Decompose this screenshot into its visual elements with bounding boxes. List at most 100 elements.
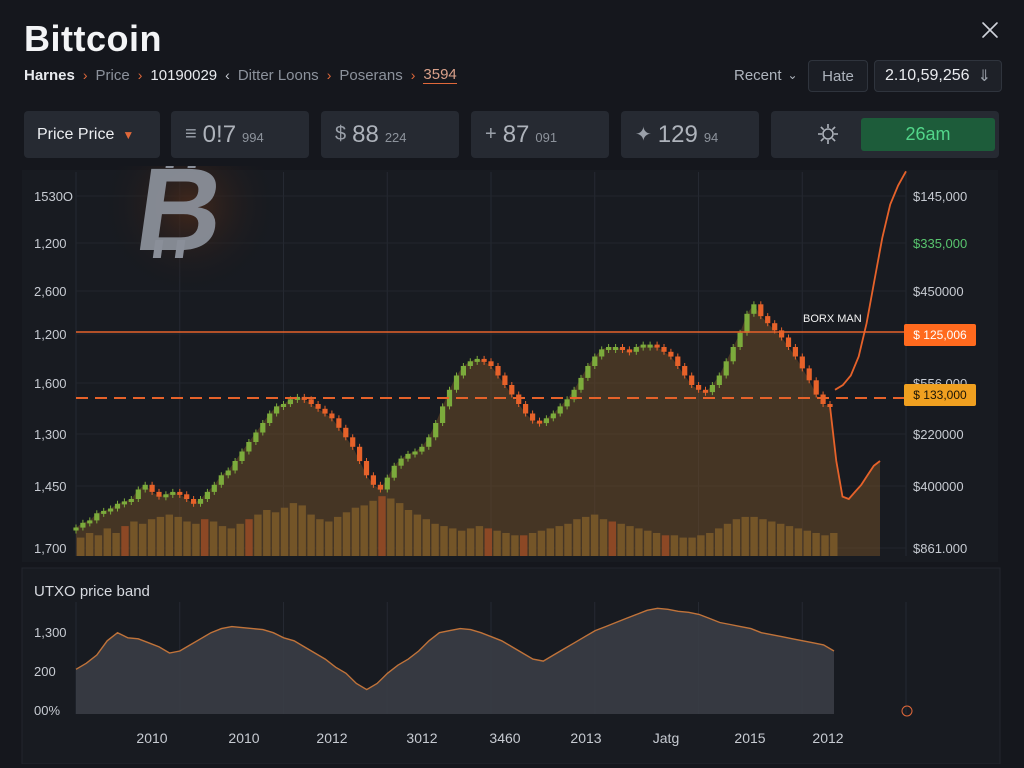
- candle: [398, 458, 404, 466]
- candle: [571, 389, 577, 400]
- price-value: 2.10,59,256: [885, 67, 970, 84]
- breadcrumb-item[interactable]: 10190029: [150, 66, 218, 84]
- y-tick-left: 1,600: [34, 376, 67, 391]
- candle: [613, 347, 619, 350]
- y-tick-right: $335,000: [913, 236, 967, 251]
- candle: [170, 491, 176, 495]
- price-projection-line: [834, 170, 907, 391]
- utxo-area: [76, 608, 834, 714]
- y-tick-right: $450000: [913, 284, 964, 299]
- candle: [101, 510, 107, 514]
- candle: [191, 499, 197, 504]
- candle: [509, 385, 515, 395]
- candle: [446, 389, 453, 407]
- candle: [682, 366, 688, 376]
- candle: [737, 332, 743, 347]
- candle: [806, 368, 812, 381]
- candle: [661, 347, 667, 352]
- candle: [433, 423, 439, 438]
- y-tick-right: $145,000: [913, 189, 967, 204]
- candle: [619, 347, 626, 350]
- candle: [232, 461, 238, 471]
- candle: [523, 404, 529, 414]
- candle: [709, 385, 715, 393]
- x-tick: 2010: [136, 730, 167, 746]
- bitcoin-glow: [100, 166, 280, 296]
- plus-icon: +: [485, 123, 497, 145]
- candle: [419, 446, 425, 452]
- candle: [467, 361, 473, 366]
- time-button[interactable]: 26am: [861, 118, 995, 151]
- candle: [211, 484, 217, 492]
- recent-dropdown[interactable]: Recent ⌄: [734, 60, 798, 90]
- candle: [94, 513, 100, 521]
- candle: [675, 356, 681, 366]
- breadcrumb-item[interactable]: Ditter Loons: [237, 66, 319, 84]
- candle: [585, 366, 591, 378]
- price-display[interactable]: 2.10,59,256 ⇓: [874, 60, 1002, 92]
- page-title: Bittcoin: [24, 18, 162, 59]
- candle: [640, 344, 646, 348]
- candle: [647, 344, 653, 348]
- breadcrumb-item[interactable]: Poserans: [339, 66, 403, 84]
- candle: [412, 451, 418, 455]
- candle: [184, 494, 190, 500]
- theme-toggle[interactable]: 26am: [771, 111, 999, 158]
- stat-card[interactable]: $ 88 224: [321, 111, 459, 158]
- sun-icon: [818, 124, 838, 144]
- candle: [654, 344, 660, 348]
- stat-card[interactable]: ✦ 129 94: [621, 111, 759, 158]
- hate-label: Hate: [822, 67, 854, 85]
- candle: [799, 356, 805, 369]
- candle: [177, 491, 183, 495]
- candle: [108, 508, 114, 512]
- hate-button[interactable]: Hate: [808, 60, 868, 92]
- close-icon[interactable]: [978, 18, 1002, 42]
- utxo-y-tick: 200: [34, 664, 56, 679]
- stat-main: 0!7: [202, 120, 237, 148]
- stat-card[interactable]: + 87 091: [471, 111, 609, 158]
- candle: [772, 323, 778, 331]
- candle: [495, 366, 501, 376]
- candle: [460, 366, 466, 376]
- y-tick-left: 1,200: [34, 236, 67, 251]
- breadcrumb-item[interactable]: 3594: [423, 66, 457, 84]
- candle: [723, 361, 729, 376]
- candle: [142, 484, 148, 490]
- candle: [274, 406, 280, 414]
- candle: [204, 491, 210, 499]
- candle: [322, 408, 328, 414]
- candle: [530, 413, 536, 421]
- y-tick-left: 1,300: [34, 427, 67, 442]
- candle: [599, 349, 605, 357]
- candle: [370, 475, 376, 485]
- candle: [758, 304, 764, 317]
- breadcrumb-item[interactable]: Price: [95, 66, 130, 84]
- price-chart: B BORX MAN 1530O 1,200 2,600 1,200 1,600 1,30…: [22, 166, 998, 562]
- candle: [350, 437, 356, 447]
- candle: [260, 423, 266, 433]
- candle: [225, 470, 231, 476]
- y-tick-left: 2,600: [34, 284, 67, 299]
- price-type-dropdown[interactable]: Price Price ▼: [24, 111, 160, 158]
- stat-card[interactable]: ≡ 0!7 994: [171, 111, 309, 158]
- chevron-down-icon: ⌄: [787, 68, 798, 82]
- candle: [453, 375, 460, 390]
- candle: [308, 399, 314, 405]
- candle: [516, 394, 522, 404]
- x-tick: Jatg: [653, 730, 679, 746]
- price-area: [76, 304, 880, 556]
- candle: [329, 413, 335, 419]
- candle: [336, 418, 342, 428]
- candle: [440, 406, 446, 423]
- utxo-y-tick: 00%: [34, 703, 60, 718]
- stat-main: 129: [657, 120, 698, 148]
- x-tick: 2010: [228, 730, 259, 746]
- price-tail-line: [829, 406, 881, 501]
- y-tick-right: $861.000: [913, 541, 967, 556]
- x-tick: 3012: [406, 730, 437, 746]
- candle: [779, 330, 785, 338]
- breadcrumb-item[interactable]: Harnes: [24, 66, 75, 84]
- chevron-right-icon: ›: [137, 67, 143, 83]
- chevron-right-icon: ›: [410, 67, 416, 83]
